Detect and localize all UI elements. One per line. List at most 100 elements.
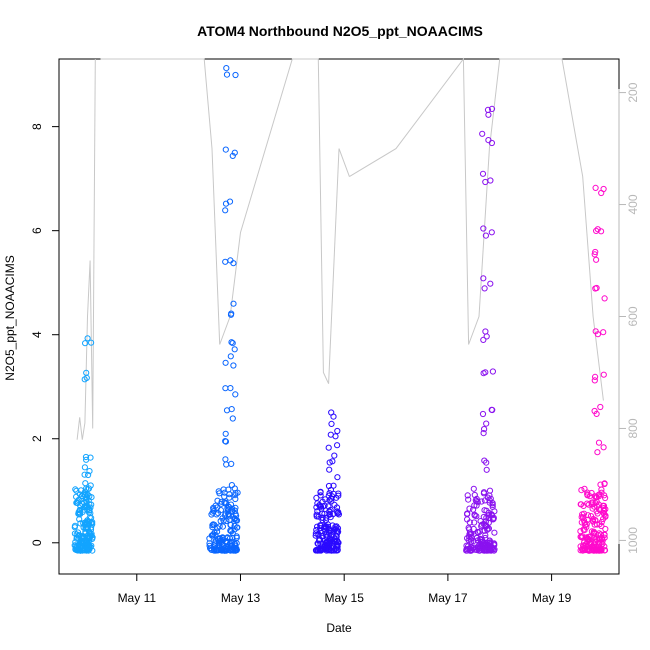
data-point (217, 546, 224, 553)
data-point (225, 543, 232, 551)
data-point (473, 513, 480, 520)
data-point (223, 407, 231, 414)
data-point (484, 547, 491, 554)
data-point (592, 285, 599, 292)
data-point (486, 499, 493, 506)
data-point (325, 492, 332, 499)
data-point (218, 498, 225, 505)
data-point (577, 543, 584, 550)
data-point (597, 481, 604, 488)
data-point (482, 532, 489, 539)
data-point (328, 420, 335, 427)
data-point (488, 105, 496, 113)
data-point (81, 471, 88, 478)
data-point (602, 494, 609, 502)
data-point (314, 523, 321, 530)
data-point (81, 464, 89, 471)
data-point (82, 539, 89, 546)
data-point (212, 532, 219, 539)
data-point (84, 335, 91, 342)
data-point (583, 521, 590, 528)
data-point (226, 494, 233, 501)
data-point (491, 529, 498, 536)
data-point (82, 453, 90, 461)
data-point (82, 491, 89, 498)
data-point (580, 542, 587, 549)
data-point (222, 258, 229, 265)
data-point (592, 494, 600, 501)
data-point (481, 285, 488, 292)
data-point (222, 146, 229, 153)
data-point (334, 547, 341, 554)
data-point (584, 535, 592, 542)
data-point (480, 336, 487, 343)
data-point (480, 490, 487, 497)
data-point (600, 329, 607, 336)
data-point (601, 492, 608, 499)
data-point (474, 528, 481, 536)
data-point (222, 207, 229, 214)
data-point (226, 198, 234, 205)
data-point (88, 339, 95, 346)
data-point (222, 430, 229, 437)
data-point (600, 371, 607, 378)
data-point (468, 543, 475, 550)
data-point (334, 442, 341, 449)
data-point (317, 525, 324, 532)
data-point (74, 498, 81, 505)
y-right-tick-label: 1000 (626, 527, 640, 554)
data-point (86, 514, 93, 521)
pressure-segment (76, 58, 96, 440)
data-point (592, 248, 599, 256)
data-point (584, 512, 592, 519)
data-point (77, 547, 84, 554)
data-point (597, 531, 605, 538)
y-tick-label: 8 (30, 123, 44, 130)
data-point (234, 524, 241, 531)
x-axis-label: Date (326, 621, 352, 635)
data-point (84, 524, 91, 531)
data-point (83, 490, 90, 497)
data-point (600, 515, 607, 523)
data-point (330, 540, 337, 547)
data-point (76, 506, 83, 514)
data-point (214, 504, 221, 511)
data-point (591, 407, 598, 415)
data-point (478, 542, 485, 549)
data-point (592, 373, 599, 380)
data-point (466, 519, 473, 526)
data-point (334, 474, 341, 481)
data-point (466, 526, 473, 533)
data-point (231, 547, 238, 554)
data-point (580, 514, 587, 521)
data-point (231, 346, 238, 353)
data-point (579, 511, 586, 518)
data-point (232, 391, 239, 398)
data-point (470, 525, 477, 533)
data-point (229, 415, 236, 422)
data-point (602, 525, 609, 533)
data-point (222, 438, 229, 445)
data-point (209, 524, 216, 531)
data-point (585, 501, 592, 508)
data-point (322, 531, 330, 538)
data-point (487, 177, 494, 184)
data-point (76, 511, 83, 518)
y-tick-label: 4 (30, 331, 44, 338)
scatter-points (71, 65, 609, 554)
data-point (223, 461, 230, 468)
data-point (227, 385, 234, 392)
data-point (228, 310, 235, 317)
data-point (592, 500, 599, 507)
data-point (216, 538, 223, 545)
data-point (473, 498, 480, 505)
data-point (209, 509, 216, 516)
data-point (596, 535, 603, 542)
data-point (601, 543, 608, 550)
data-point (231, 149, 238, 156)
data-point (601, 480, 608, 488)
data-point (592, 539, 599, 546)
data-point (229, 340, 236, 347)
y-axis-label: N2O5_ppt_NOAACIMS (3, 255, 17, 380)
